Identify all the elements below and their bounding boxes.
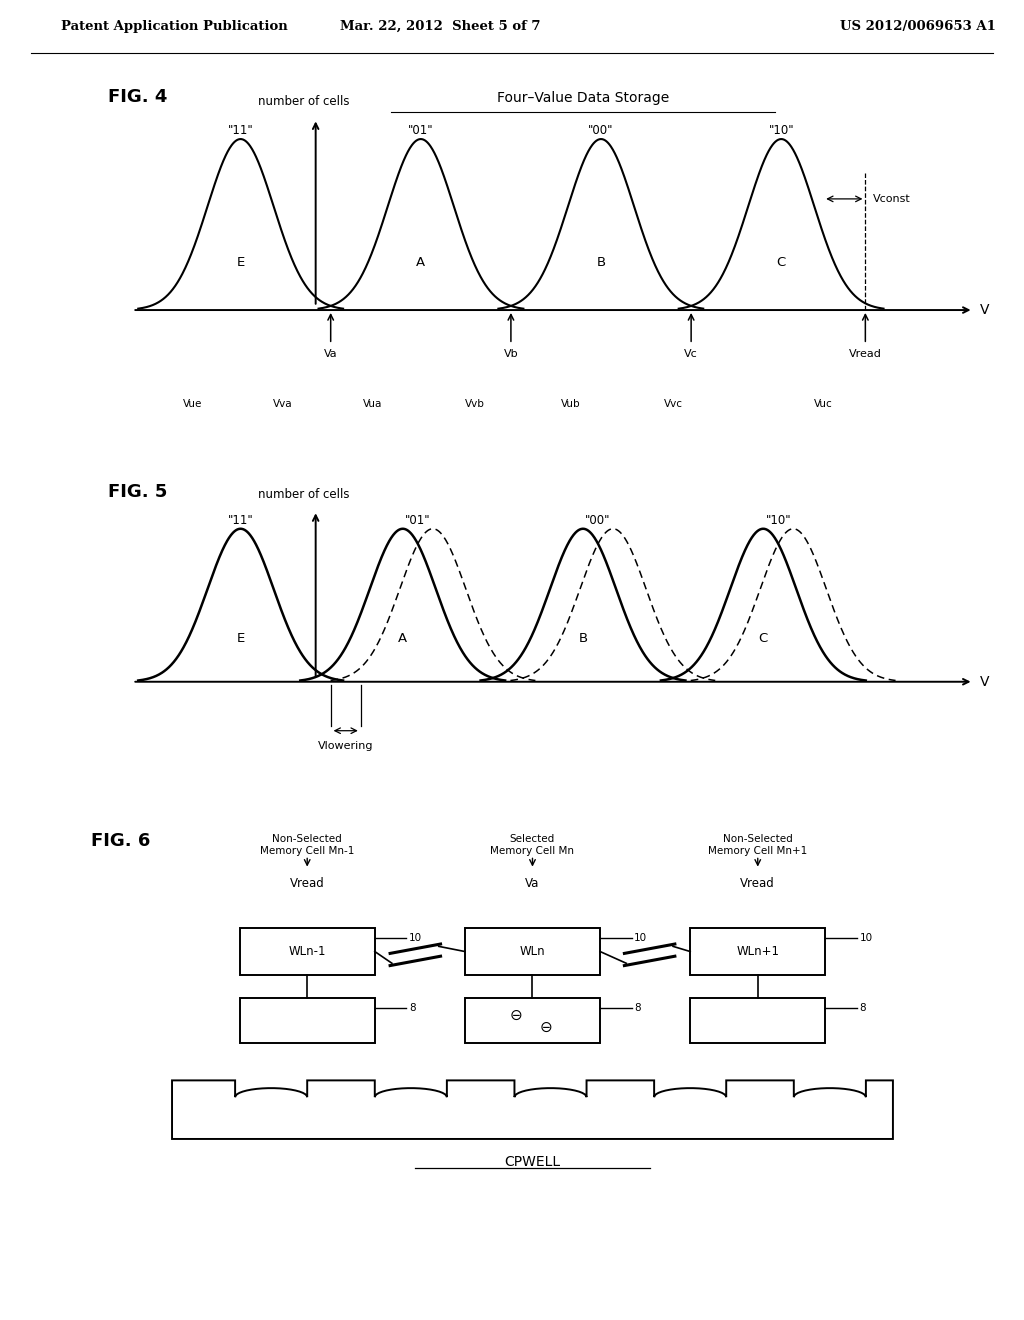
Text: Vread: Vread	[290, 876, 325, 890]
Text: Vuc: Vuc	[814, 399, 833, 409]
Text: number of cells: number of cells	[258, 95, 349, 108]
Text: Vconst: Vconst	[872, 194, 910, 203]
Text: US 2012/0069653 A1: US 2012/0069653 A1	[840, 20, 995, 33]
Bar	[690, 998, 825, 1043]
Text: Vvc: Vvc	[664, 399, 683, 409]
Text: Vb: Vb	[504, 350, 518, 359]
Text: ⊖: ⊖	[540, 1020, 552, 1035]
Text: 8: 8	[859, 1003, 866, 1014]
Text: Patent Application Publication: Patent Application Publication	[61, 20, 288, 33]
Polygon shape	[172, 1080, 893, 1139]
Text: "10": "10"	[765, 515, 792, 527]
Text: WLn+1: WLn+1	[736, 945, 779, 958]
Text: Vue: Vue	[183, 399, 202, 409]
Text: Vlowering: Vlowering	[318, 742, 374, 751]
Text: Va: Va	[525, 876, 540, 890]
Text: FIG. 5: FIG. 5	[109, 483, 168, 500]
Text: A: A	[398, 632, 408, 645]
Text: FIG. 4: FIG. 4	[109, 87, 168, 106]
Text: Non-Selected
Memory Cell Mn-1: Non-Selected Memory Cell Mn-1	[260, 834, 354, 855]
Text: CPWELL: CPWELL	[505, 1155, 560, 1170]
Text: Vva: Vva	[272, 399, 293, 409]
Text: C: C	[776, 256, 785, 269]
Text: 10: 10	[859, 933, 872, 944]
Text: "01": "01"	[404, 515, 431, 527]
Text: V: V	[980, 304, 989, 317]
Text: B: B	[579, 632, 588, 645]
Text: "00": "00"	[586, 515, 610, 527]
Text: ⊖: ⊖	[510, 1007, 522, 1023]
Text: Vread: Vread	[740, 876, 775, 890]
Text: "10": "10"	[768, 124, 794, 137]
Text: E: E	[237, 256, 245, 269]
Text: number of cells: number of cells	[258, 488, 349, 502]
Text: 10: 10	[409, 933, 422, 944]
Text: Vvb: Vvb	[465, 399, 484, 409]
Text: WLn-1: WLn-1	[289, 945, 326, 958]
Text: 8: 8	[409, 1003, 416, 1014]
Text: B: B	[596, 256, 605, 269]
Text: Vc: Vc	[684, 350, 698, 359]
Text: FIG. 6: FIG. 6	[91, 832, 151, 850]
Text: Selected
Memory Cell Mn: Selected Memory Cell Mn	[490, 834, 574, 855]
Text: E: E	[237, 632, 245, 645]
Bar	[690, 928, 825, 975]
Text: "11": "11"	[227, 515, 254, 527]
Text: Four–Value Data Storage: Four–Value Data Storage	[497, 91, 669, 106]
Text: Mar. 22, 2012  Sheet 5 of 7: Mar. 22, 2012 Sheet 5 of 7	[340, 20, 541, 33]
Text: C: C	[759, 632, 768, 645]
Text: 10: 10	[634, 933, 647, 944]
Text: Vread: Vread	[849, 350, 882, 359]
Bar	[240, 928, 375, 975]
Text: V: V	[980, 675, 989, 689]
Text: A: A	[416, 256, 425, 269]
Text: Non-Selected
Memory Cell Mn+1: Non-Selected Memory Cell Mn+1	[709, 834, 807, 855]
Text: WLn: WLn	[519, 945, 546, 958]
Text: "01": "01"	[408, 124, 433, 137]
Text: 8: 8	[634, 1003, 641, 1014]
Text: "11": "11"	[227, 124, 254, 137]
Text: Vub: Vub	[561, 399, 581, 409]
Bar	[465, 928, 600, 975]
Bar	[240, 998, 375, 1043]
Text: Va: Va	[324, 350, 338, 359]
Text: Vua: Vua	[364, 399, 382, 409]
Text: "00": "00"	[588, 124, 613, 137]
Bar	[465, 998, 600, 1043]
